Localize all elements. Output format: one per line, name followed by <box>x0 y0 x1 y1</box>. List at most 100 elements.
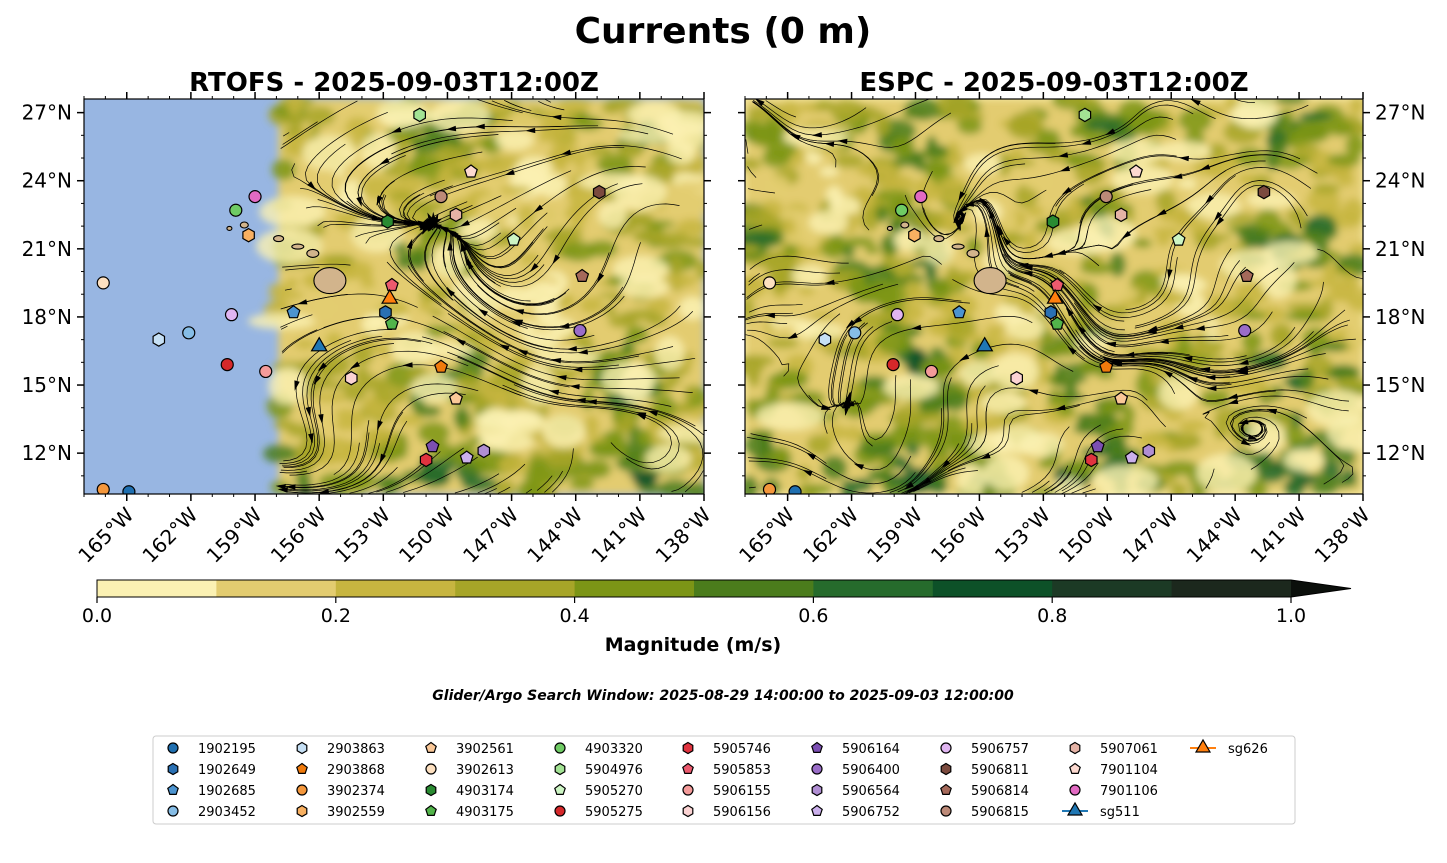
marker-5906156 <box>344 370 358 386</box>
streamline <box>412 146 625 228</box>
streamline-arrow <box>1227 393 1238 399</box>
marker-5906752 <box>1124 450 1139 464</box>
streamline <box>1054 428 1124 493</box>
y-axis-0: 12°N 15°N 18°N 21°N 24°N 27°N <box>22 101 711 477</box>
streamline-arrow <box>1182 356 1193 362</box>
y-tick-label: 24°N <box>22 169 72 193</box>
streamline-arrow <box>958 212 966 222</box>
streamline <box>432 315 680 381</box>
streamline <box>1205 468 1215 489</box>
streamline <box>1238 416 1280 470</box>
island <box>951 243 965 250</box>
streamline <box>745 312 793 319</box>
streamline-arrow <box>1105 128 1116 136</box>
streamline-arrow <box>959 353 970 361</box>
streamline-arrow <box>824 141 835 147</box>
marker-3902374 <box>96 482 110 494</box>
legend-marker-5906815 <box>940 805 952 817</box>
legend-marker-4903320 <box>554 742 566 754</box>
legend-label: 4903320 <box>585 742 643 757</box>
legend-entry: 3902559 <box>296 804 385 820</box>
y-tick-label: 21°N <box>22 237 72 261</box>
marker-5906400 <box>1238 323 1252 338</box>
streamline <box>278 420 370 488</box>
island <box>273 235 285 243</box>
streamline-arrows-1 <box>755 99 1278 492</box>
legend-label: 4903174 <box>456 784 514 799</box>
marker-5905746 <box>419 452 433 468</box>
rtofs-map-panel: RTOFS - 2025-09-03T12:00Z 165°W 162°W 159°W… <box>22 68 716 568</box>
streamline-arrow <box>438 225 449 233</box>
streamline <box>1190 99 1309 120</box>
streamline-arrow <box>1240 438 1251 446</box>
legend-marker-5905275 <box>554 805 566 817</box>
streamline <box>1202 395 1349 455</box>
marker-5907061 <box>1114 207 1128 223</box>
legend-marker-5906811 <box>940 762 952 776</box>
streamline-arrow <box>852 316 862 325</box>
streamline-arrow <box>379 157 390 165</box>
marker-4903175 <box>384 316 399 330</box>
streamline <box>745 139 749 154</box>
streamline <box>284 442 360 486</box>
streamline-arrow <box>963 201 974 207</box>
streamline <box>748 188 776 194</box>
legend-entry: sg626 <box>1190 738 1268 757</box>
streamline-arrow <box>460 241 467 252</box>
marker-5906752 <box>459 450 474 464</box>
streamline-arrow <box>941 459 951 469</box>
marker-1902685 <box>286 305 301 319</box>
map-content-1 <box>745 99 1363 494</box>
marker-4903174 <box>381 214 394 229</box>
colorbar-segment <box>813 580 934 597</box>
legend-label: 5906752 <box>842 805 900 820</box>
streamline <box>283 329 392 462</box>
colorbar-segment <box>216 580 337 597</box>
island <box>239 221 249 229</box>
streamline <box>747 166 757 178</box>
legend-entry: 4903174 <box>425 783 514 799</box>
marker-4903175 <box>1050 316 1065 330</box>
x-tick-label: 147°W <box>1118 502 1183 567</box>
streamline <box>745 334 790 377</box>
streamline-arrow <box>1061 187 1072 195</box>
streamline-arrow <box>1190 99 1201 106</box>
streamline <box>453 299 694 354</box>
y-tick-label: 15°N <box>1375 373 1425 397</box>
streamline-arrow <box>569 384 580 390</box>
streamline-arrow <box>318 414 324 425</box>
marker-5905275 <box>220 358 234 372</box>
legend-frame <box>152 735 1296 825</box>
streamline-arrow <box>356 196 362 207</box>
streamline <box>323 316 570 388</box>
streamline-arrow <box>446 125 457 132</box>
streamline-arrow <box>556 375 567 381</box>
streamline-arrow <box>1247 434 1259 440</box>
streamline <box>284 411 404 494</box>
legend-marker-1902195 <box>167 742 179 754</box>
streamline-arrow <box>407 220 418 226</box>
streamline <box>333 364 522 475</box>
legend-label: 3902374 <box>327 784 385 799</box>
streamline <box>425 223 624 328</box>
colorbar-tick-label: 1.0 <box>1276 605 1306 627</box>
streamline <box>1075 329 1314 371</box>
streamline-arrow <box>1109 359 1120 365</box>
streamline-arrow <box>533 204 544 213</box>
streamline-arrow <box>559 322 570 329</box>
legend-entry: 2903452 <box>167 805 256 820</box>
island <box>933 235 945 243</box>
streamline <box>283 132 290 137</box>
streamline-arrow <box>1028 389 1039 395</box>
streamline-arrow <box>1238 359 1249 365</box>
colorbar-outline <box>96 579 1352 598</box>
streamline-arrow <box>636 412 647 418</box>
legend-entry: 3902561 <box>425 741 514 757</box>
legend-marker-3902559 <box>296 804 308 818</box>
y-axis-1: 12°N 15°N 18°N 21°N 24°N 27°N <box>738 101 1425 477</box>
streamline-arrow <box>566 346 577 352</box>
legend-label: 1902195 <box>198 742 256 757</box>
streamline-arrow <box>447 240 453 251</box>
legend-label: 5905270 <box>585 784 643 799</box>
streamline <box>1317 248 1363 280</box>
